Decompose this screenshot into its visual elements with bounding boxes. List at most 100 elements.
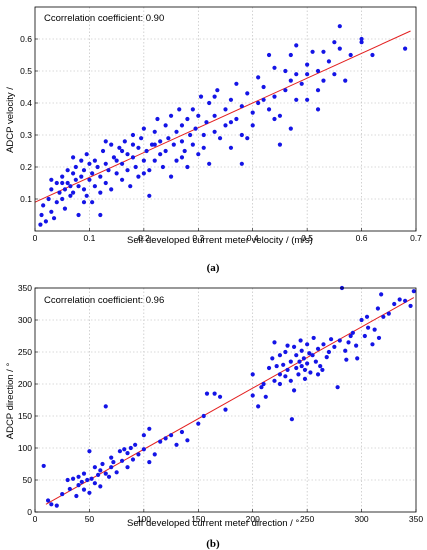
- panel-b-x-tick-label: 300: [354, 514, 368, 524]
- panel-a-data-point: [122, 139, 127, 144]
- panel-a-data-point: [98, 190, 103, 195]
- panel-b-data-point: [54, 503, 59, 508]
- panel-a-data-point: [272, 65, 277, 70]
- panel-b-data-point: [81, 471, 87, 476]
- panel-a-data-point: [305, 62, 310, 67]
- panel-b-data-point: [201, 413, 206, 419]
- panel-b-data-point: [87, 449, 92, 454]
- panel-a-data-point: [168, 113, 174, 118]
- panel-b-chart: 0 50 100 150 200 250 300 350 0 50 100 150 200 250 300 3…: [5, 283, 423, 550]
- panel-b-data-point: [379, 292, 384, 297]
- panel-a-data-point: [182, 148, 187, 154]
- panel-b-data-point: [141, 433, 146, 438]
- panel-b-data-point: [283, 349, 288, 355]
- panel-a-ticks: 0 0.1 0.2 0.3 0.4 0.5 0.6 0.7 0.1 0.2 0.3 0.4 0.5 0.6: [20, 34, 422, 243]
- panel-b-data-point: [179, 429, 185, 435]
- panel-a-caption: (a): [207, 262, 220, 274]
- panel-a-data-point: [147, 193, 152, 198]
- panel-a-data-point: [337, 46, 342, 51]
- panel-a-data-point: [81, 168, 87, 173]
- panel-b-data-point: [217, 394, 223, 399]
- panel-a-data-point: [228, 97, 234, 102]
- panel-a-y-tick-label: 0.5: [20, 66, 32, 76]
- panel-b-data-point: [67, 486, 72, 492]
- panel-a-data-point: [43, 219, 48, 224]
- panel-a-data-point: [92, 158, 97, 163]
- panel-b-fit-line: [45, 297, 415, 505]
- panel-a-data-point: [90, 171, 95, 176]
- panel-b-y-tick-label: 50: [23, 475, 33, 485]
- panel-b-caption: (b): [206, 538, 220, 550]
- panel-b-data-point: [354, 343, 359, 348]
- panel-b-data-point: [223, 407, 228, 412]
- panel-a-data-point: [359, 36, 364, 42]
- panel-a-data-point: [305, 97, 310, 102]
- panel-a-data-point: [65, 168, 70, 173]
- panel-b-data-point: [408, 303, 413, 309]
- panel-a-data-point: [49, 209, 54, 214]
- panel-a-data-point: [283, 88, 288, 93]
- panel-a-data-point: [139, 136, 144, 141]
- panel-b-data-point: [185, 438, 190, 443]
- panel-b-data-point: [111, 459, 116, 465]
- panel-b-data-point: [348, 333, 353, 339]
- panel-a-data-point: [201, 132, 206, 138]
- panel-b-data-point: [163, 436, 168, 441]
- panel-b-data-point: [355, 356, 360, 361]
- panel-b-data-point: [168, 433, 174, 438]
- panel-b-ticks: 0 50 100 150 200 250 300 350 0 50 100 150 200 250 300 3…: [18, 283, 424, 524]
- panel-a-data-point: [185, 116, 190, 122]
- panel-b-data-point: [114, 470, 119, 475]
- panel-b-data-point: [125, 465, 130, 470]
- panel-a-data-point: [315, 68, 321, 74]
- panel-a-data-point: [212, 129, 217, 134]
- panel-a-data-point: [109, 142, 114, 147]
- panel-a-data-point: [294, 97, 299, 102]
- panel-a-data-point: [79, 158, 84, 163]
- panel-a-data-point: [73, 177, 78, 182]
- panel-b-x-tick-label: 150: [191, 514, 205, 524]
- panel-a-data-point: [130, 155, 136, 160]
- panel-a-data-point: [196, 152, 201, 157]
- panel-b-data-point: [302, 376, 308, 381]
- panel-a-data-point: [343, 78, 348, 83]
- panel-a-data-point: [160, 164, 166, 170]
- panel-a-x-tick-label: 0.2: [138, 233, 150, 243]
- panel-a-data-point: [39, 212, 44, 218]
- panel-b-data-point: [343, 348, 348, 353]
- panel-b-data-point: [130, 457, 136, 462]
- panel-b-data-point: [328, 337, 334, 342]
- panel-b-data-point: [372, 327, 377, 332]
- panel-b-data-point: [98, 468, 103, 473]
- panel-b-data-point: [152, 452, 157, 457]
- panel-a-data-point: [76, 184, 81, 189]
- panel-a-data-point: [266, 52, 272, 58]
- panel-b-data-point: [259, 385, 264, 390]
- panel-b-x-tick-label: 100: [137, 514, 151, 524]
- panel-b-data-point: [109, 465, 114, 470]
- panel-a-data-point: [84, 152, 89, 157]
- panel-a-data-point: [234, 81, 239, 86]
- panel-a-data-point: [60, 196, 65, 202]
- panel-b-data-point: [272, 340, 277, 345]
- panel-a-data-point: [228, 145, 234, 150]
- panel-a-correlation-value: : 0.90: [140, 13, 164, 24]
- panel-b-data-point: [321, 342, 326, 347]
- panel-b-data-point: [158, 439, 163, 444]
- panel-a-data-point: [223, 123, 228, 128]
- panel-a-data-point: [348, 52, 353, 58]
- panel-b-data-point: [133, 442, 138, 447]
- panel-a-data-point: [152, 129, 157, 134]
- panel-b-data-point: [119, 458, 125, 463]
- panel-a-chart: 0 0.1 0.2 0.3 0.4 0.5 0.6 0.7 0.1 0.2 0.3 0.4 0.5 0.6…: [5, 6, 422, 274]
- panel-b-data-point: [386, 311, 391, 316]
- panel-a-data-point: [114, 171, 119, 176]
- panel-a-data-point: [250, 123, 255, 128]
- panel-a-data-point: [174, 129, 179, 134]
- panel-a-data-point: [81, 200, 87, 205]
- panel-b-y-axis-label: ADCP direction / °: [5, 363, 16, 440]
- panel-a-data-point: [111, 155, 117, 160]
- panel-a-data-point: [321, 49, 326, 54]
- panel-b-data-point: [366, 325, 371, 330]
